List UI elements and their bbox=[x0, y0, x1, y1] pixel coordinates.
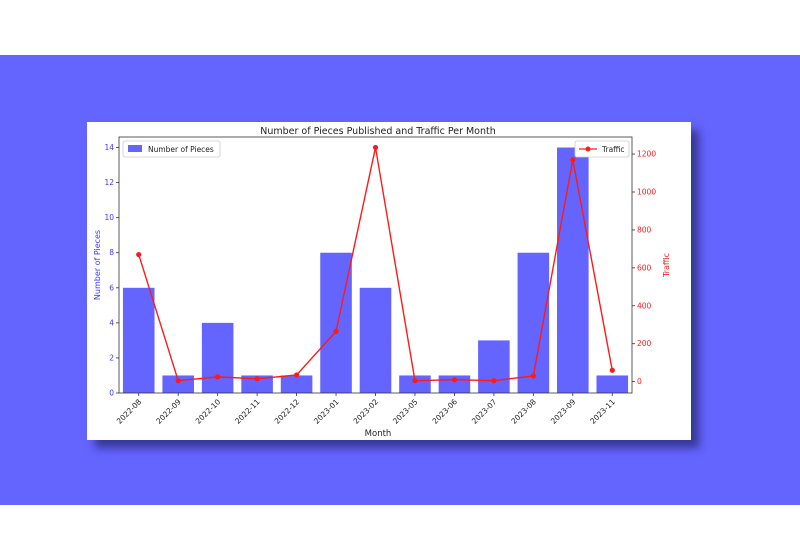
traffic-point-2022-10 bbox=[215, 374, 221, 380]
traffic-point-2023-09 bbox=[570, 157, 576, 163]
x-tick-label-2022-08: 2022-08 bbox=[115, 397, 144, 426]
bar-2022-12 bbox=[280, 375, 313, 393]
traffic-point-2022-08 bbox=[136, 251, 142, 258]
legend-traffic-marker bbox=[585, 146, 591, 152]
x-tick-label-2023-09: 2023-09 bbox=[549, 397, 578, 426]
left-tick-label-10: 10 bbox=[104, 213, 114, 222]
left-tick-label-6: 6 bbox=[109, 283, 114, 292]
traffic-point-2023-05 bbox=[412, 378, 418, 384]
bar-2023-11 bbox=[596, 375, 629, 393]
x-axis: 2022-08 2022-09 2022-10 2022-11 2022-12 2023-… bbox=[115, 393, 617, 426]
chart-card: Number of Pieces Published and Traffic P… bbox=[87, 122, 691, 440]
x-tick-label-2023-02: 2023-02 bbox=[352, 397, 381, 426]
x-tick-label-2023-11: 2023-11 bbox=[588, 397, 617, 426]
traffic-point-2022-11 bbox=[254, 376, 260, 382]
traffic-point-2023-08 bbox=[530, 373, 536, 379]
legend-pieces: Number of Pieces bbox=[122, 140, 221, 158]
bar-2023-09 bbox=[557, 147, 589, 393]
x-tick-label-2023-05: 2023-05 bbox=[391, 397, 420, 426]
right-tick-label-600: 600 bbox=[637, 263, 652, 272]
left-tick-label-2: 2 bbox=[109, 353, 114, 362]
bar-2023-07 bbox=[478, 340, 510, 393]
left-tick-label-4: 4 bbox=[109, 318, 114, 327]
left-tick-label-0: 0 bbox=[109, 389, 114, 398]
x-tick-label-2022-10: 2022-10 bbox=[194, 397, 223, 426]
legend-traffic: Traffic bbox=[574, 140, 630, 158]
bar-2022-08 bbox=[122, 287, 155, 393]
right-tick-label-200: 200 bbox=[637, 339, 652, 348]
left-tick-label-12: 12 bbox=[104, 178, 114, 187]
right-axis-label: Traffic bbox=[662, 253, 671, 278]
chart-title: Number of Pieces Published and Traffic P… bbox=[260, 126, 496, 137]
traffic-point-2023-11 bbox=[609, 367, 615, 373]
bars-layer bbox=[122, 147, 629, 393]
x-tick-label-2023-06: 2023-06 bbox=[430, 397, 459, 426]
bar-2023-08 bbox=[517, 252, 550, 393]
x-tick-label-2023-01: 2023-01 bbox=[312, 397, 341, 426]
right-tick-label-0: 0 bbox=[637, 377, 642, 386]
right-tick-label-1200: 1200 bbox=[637, 150, 656, 159]
right-tick-label-800: 800 bbox=[637, 225, 652, 234]
traffic-point-2023-07 bbox=[491, 378, 497, 384]
right-tick-label-400: 400 bbox=[637, 301, 652, 310]
traffic-point-2022-09 bbox=[175, 378, 181, 384]
traffic-point-2023-06 bbox=[451, 377, 458, 383]
x-tick-label-2022-12: 2022-12 bbox=[273, 397, 302, 426]
bar-2023-02 bbox=[359, 287, 392, 393]
legend-traffic-label: Traffic bbox=[601, 145, 625, 154]
bar-2023-01 bbox=[320, 252, 352, 393]
x-axis-label: Month bbox=[365, 429, 392, 439]
chart-svg: Number of Pieces Published and Traffic P… bbox=[93, 126, 671, 439]
bar-2022-11 bbox=[241, 375, 273, 393]
x-tick-label-2023-08: 2023-08 bbox=[509, 397, 538, 426]
traffic-point-2022-12 bbox=[293, 372, 300, 378]
legend-pieces-swatch bbox=[128, 145, 142, 152]
traffic-line-layer bbox=[136, 144, 615, 384]
legend-pieces-label: Number of Pieces bbox=[148, 145, 214, 154]
right-axis: 0 200 400 600 800 1000 1200 bbox=[632, 150, 656, 386]
right-tick-label-1000: 1000 bbox=[637, 187, 656, 196]
left-tick-label-8: 8 bbox=[109, 248, 114, 257]
left-axis-label: Number of Pieces bbox=[93, 230, 102, 300]
x-tick-label-2022-09: 2022-09 bbox=[154, 397, 183, 426]
x-tick-label-2023-07: 2023-07 bbox=[470, 397, 499, 426]
left-axis: 0 2 4 6 8 10 12 14 bbox=[104, 143, 119, 398]
x-tick-label-2022-11: 2022-11 bbox=[233, 397, 262, 426]
traffic-point-2023-01 bbox=[333, 328, 339, 334]
traffic-point-2023-02 bbox=[372, 144, 379, 151]
bar-2022-10 bbox=[201, 322, 234, 393]
left-tick-label-14: 14 bbox=[104, 143, 114, 152]
